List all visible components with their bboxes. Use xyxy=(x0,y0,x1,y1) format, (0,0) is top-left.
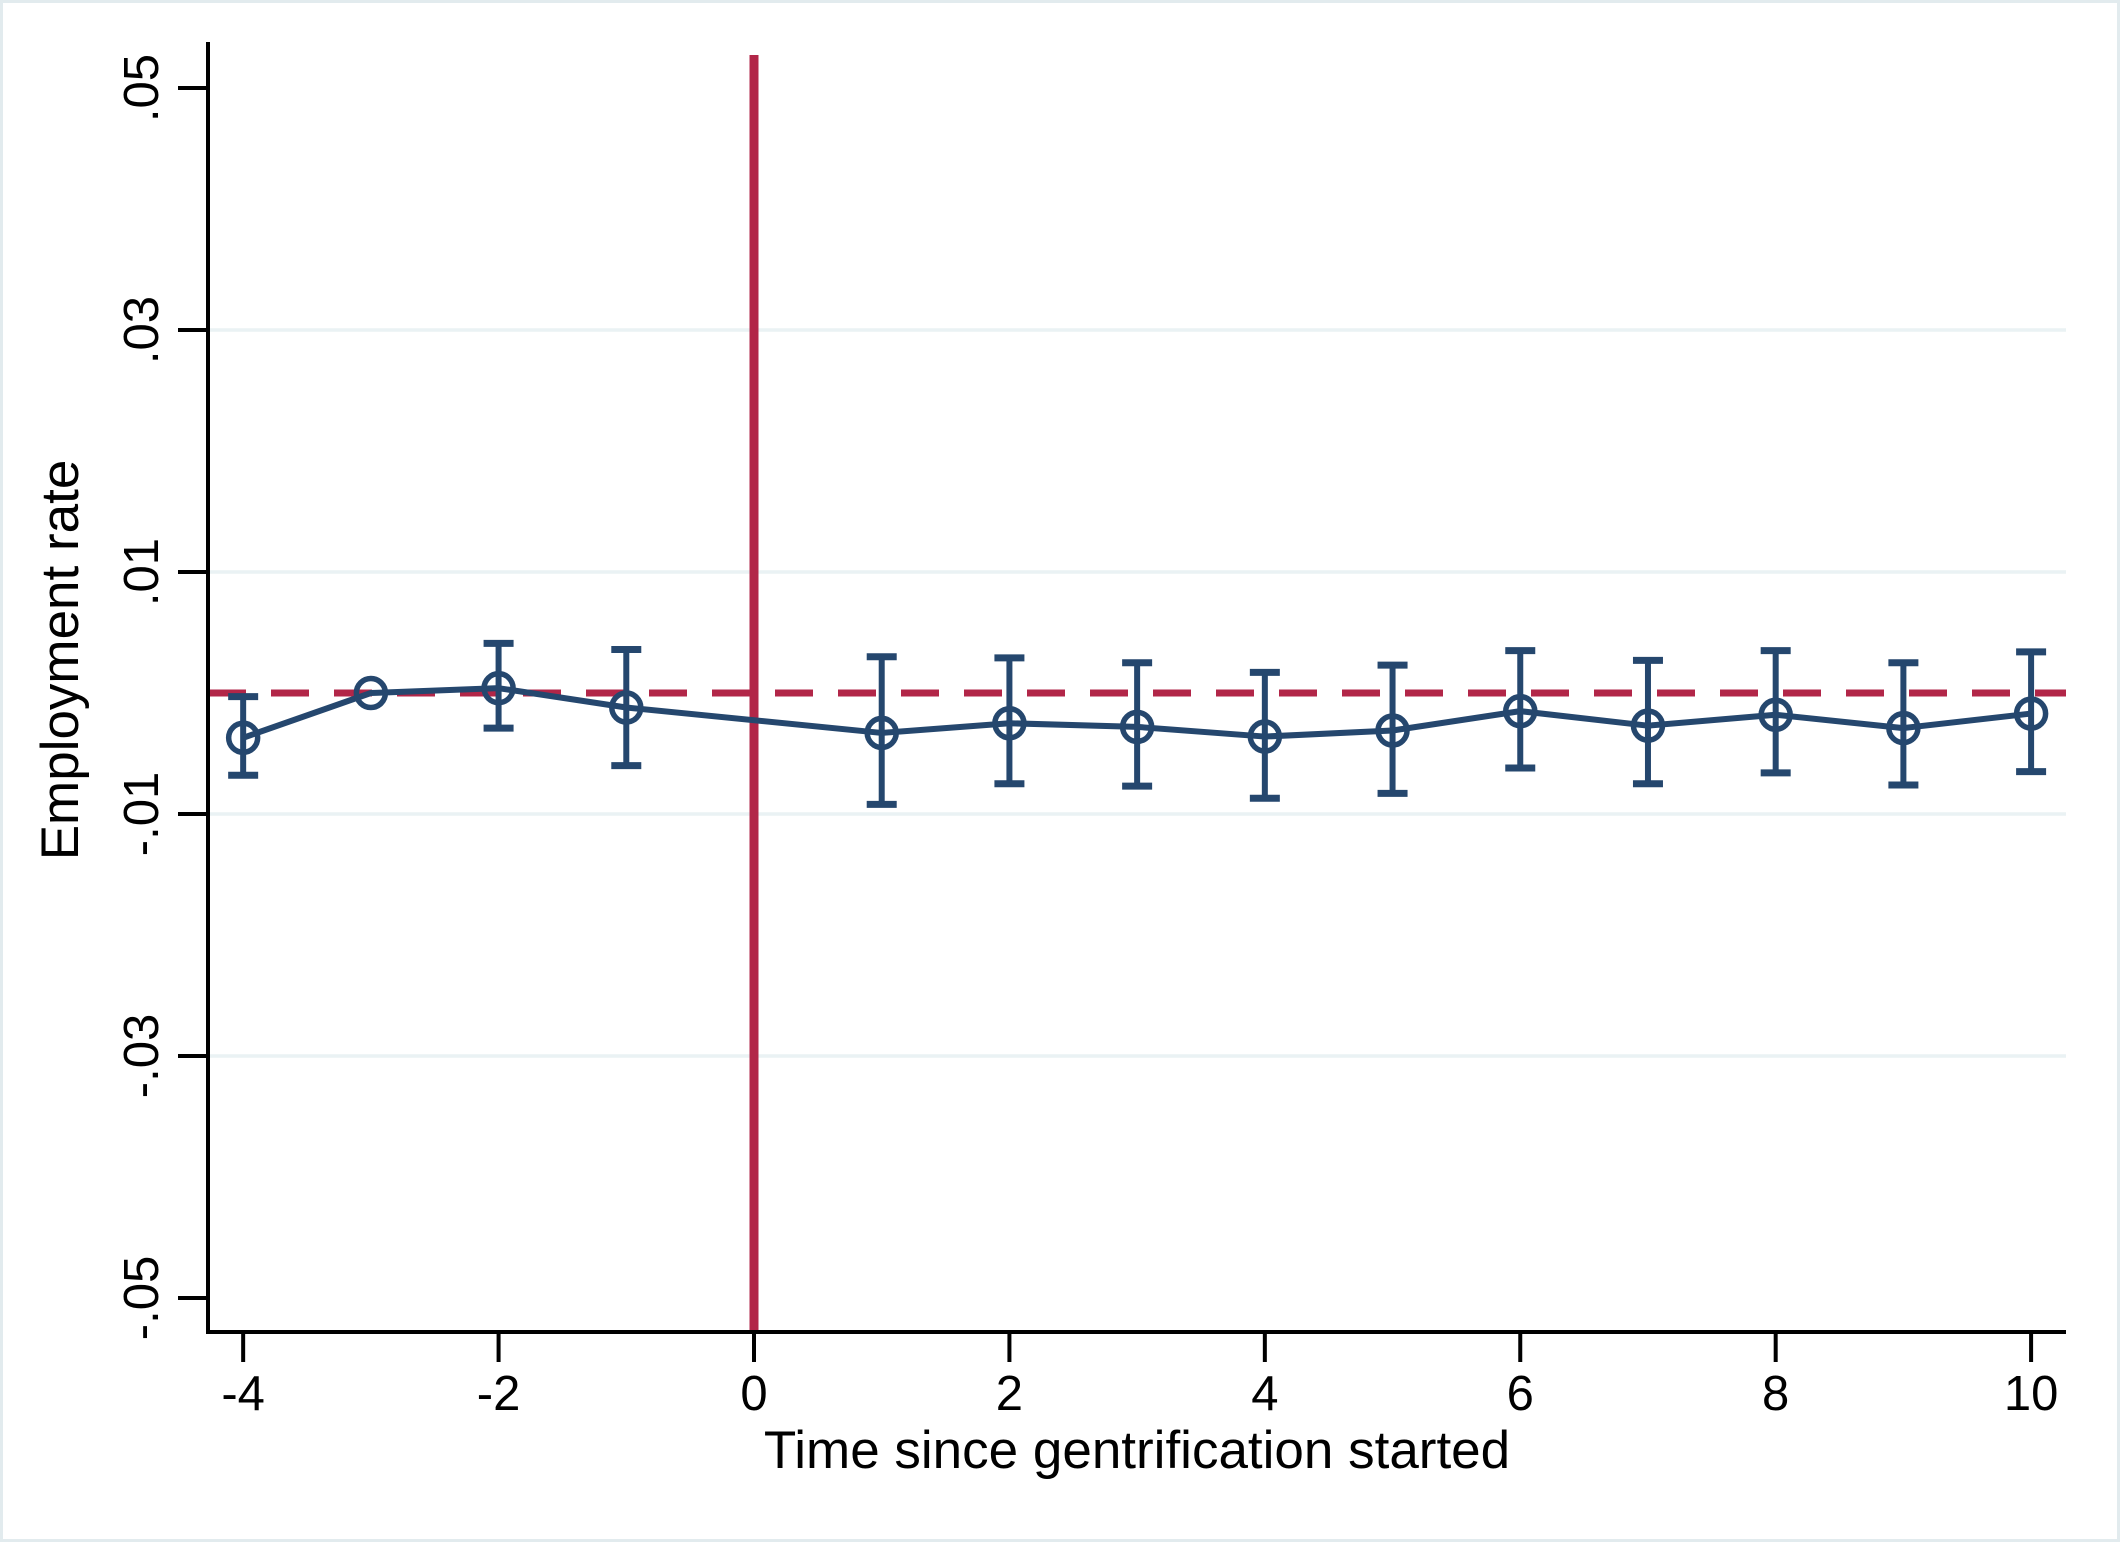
y-tick-label: .01 xyxy=(115,538,169,606)
estimate-marker xyxy=(1119,709,1155,745)
x-axis-ticks: -4 -2 0 2 4 6 8 10 xyxy=(221,1332,2058,1421)
x-axis-title: Time since gentrification started xyxy=(764,1421,1510,1480)
grid-lines xyxy=(208,328,2066,1058)
x-tick-label: 8 xyxy=(1762,1367,1789,1421)
estimate-marker xyxy=(992,706,1027,741)
x-tick-label: 4 xyxy=(1251,1367,1278,1421)
estimate-marker xyxy=(225,720,261,756)
estimate-marker xyxy=(1503,693,1538,729)
y-tick-label: -.01 xyxy=(115,772,169,856)
y-tick-label: .05 xyxy=(115,54,169,122)
x-tick-label: 2 xyxy=(996,1367,1023,1421)
estimate-marker xyxy=(481,670,516,706)
estimate-markers xyxy=(225,670,2049,756)
estimate-marker xyxy=(353,675,389,711)
x-tick-label: -4 xyxy=(221,1367,265,1421)
axes xyxy=(206,42,2066,1334)
estimate-marker xyxy=(1758,697,1793,733)
y-axis-ticks: .05 .03 .01 -.01 -.03 -.05 xyxy=(115,54,208,1340)
estimate-path xyxy=(242,685,2032,741)
x-tick-label: 0 xyxy=(740,1367,767,1421)
estimate-line xyxy=(242,685,2032,741)
y-tick-label: -.03 xyxy=(115,1014,169,1098)
estimate-marker xyxy=(1886,710,1921,746)
estimate-marker xyxy=(1247,719,1283,754)
estimate-marker xyxy=(864,715,899,751)
y-axis-title: Employment rate xyxy=(31,460,90,861)
y-tick-label: .03 xyxy=(115,296,169,364)
estimate-marker xyxy=(1375,713,1410,748)
estimate-marker xyxy=(2013,696,2049,731)
x-tick-label: 6 xyxy=(1507,1367,1534,1421)
y-tick-label: -.05 xyxy=(115,1256,169,1340)
reference-lines xyxy=(208,55,2066,1332)
x-tick-label: -2 xyxy=(477,1367,521,1421)
estimate-marker xyxy=(1630,708,1666,743)
estimate-marker xyxy=(609,690,644,725)
x-tick-label: 10 xyxy=(2004,1367,2059,1421)
